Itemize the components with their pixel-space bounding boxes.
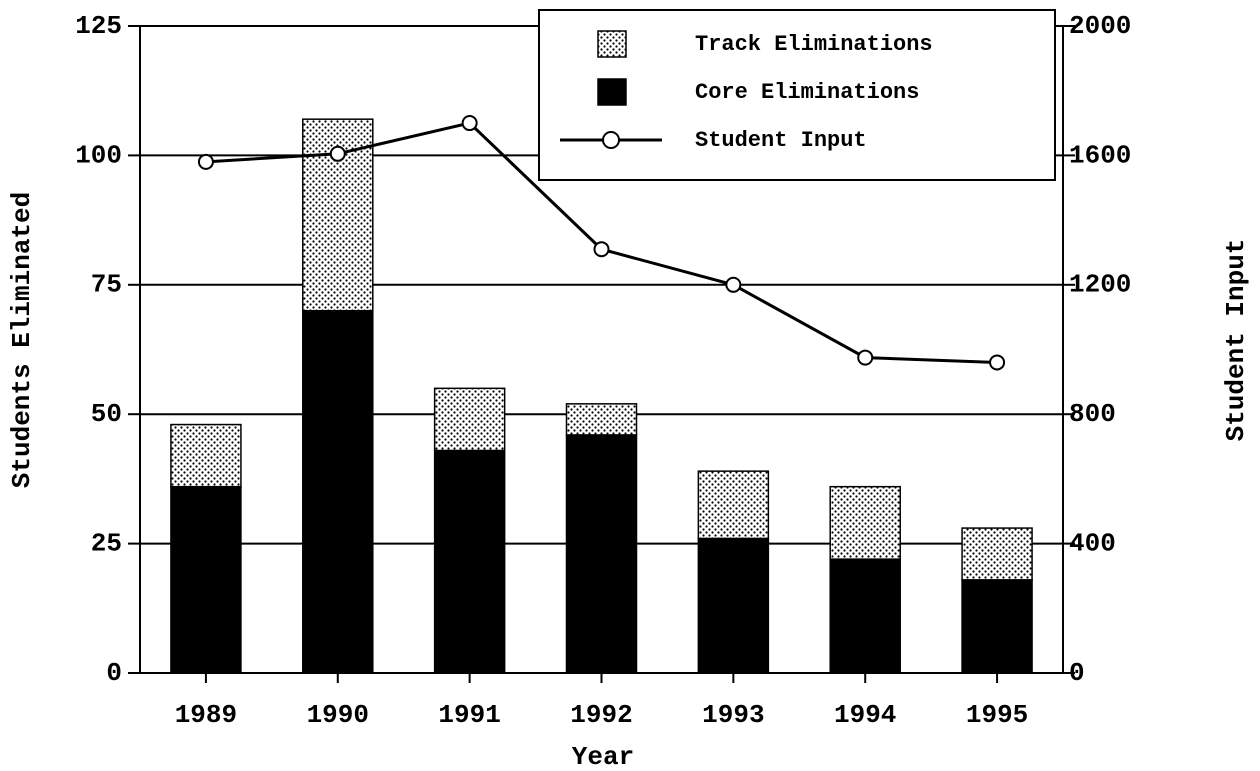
y-tick-label: 100: [75, 140, 122, 170]
x-tick-label: 1993: [702, 700, 764, 730]
bar: [697, 470, 770, 540]
marker: [329, 145, 346, 162]
marker: [857, 349, 874, 366]
y2-tick-label: 2000: [1069, 11, 1131, 41]
x-tick-label: 1990: [307, 700, 369, 730]
bar: [829, 558, 901, 674]
bar: [433, 449, 506, 674]
legend-label: Student Input: [695, 128, 867, 153]
bar: [433, 387, 506, 452]
marker: [461, 115, 478, 132]
marker: [593, 241, 610, 258]
bar: [961, 579, 1033, 674]
legend-label: Track Eliminations: [695, 32, 933, 57]
legend-label: Core Eliminations: [695, 80, 919, 105]
bar: [170, 485, 242, 674]
x-tick-label: 1992: [570, 700, 632, 730]
y2-tick-label: 1600: [1069, 140, 1131, 170]
bar: [829, 485, 901, 560]
y-tick-label: 50: [91, 399, 122, 429]
y-tick-label: 0: [106, 658, 122, 688]
y2-tick-label: 1200: [1069, 270, 1131, 300]
y2-tick-label: 0: [1069, 658, 1085, 688]
y2-axis-label: Student Input: [1221, 239, 1251, 442]
bar: [302, 309, 374, 674]
bar: [565, 434, 638, 674]
x-axis-label: Year: [572, 742, 634, 771]
bar: [170, 423, 242, 488]
x-tick-label: 1995: [966, 700, 1028, 730]
marker: [725, 276, 742, 293]
legend-swatch: [597, 78, 627, 106]
y2-tick-label: 800: [1069, 399, 1116, 429]
bar: [961, 527, 1033, 581]
x-tick-label: 1994: [834, 700, 896, 730]
y-axis-label: Students Eliminated: [7, 192, 37, 488]
x-tick-label: 1989: [175, 700, 237, 730]
y-tick-label: 125: [75, 11, 122, 41]
y-tick-label: 75: [91, 270, 122, 300]
marker: [197, 153, 214, 170]
bar: [697, 537, 770, 674]
legend-swatch: [597, 30, 627, 58]
x-tick-label: 1991: [438, 700, 500, 730]
legend-marker: [602, 131, 620, 149]
y-tick-label: 25: [91, 528, 122, 558]
bar: [565, 403, 638, 436]
y2-tick-label: 400: [1069, 528, 1116, 558]
marker: [989, 354, 1006, 371]
